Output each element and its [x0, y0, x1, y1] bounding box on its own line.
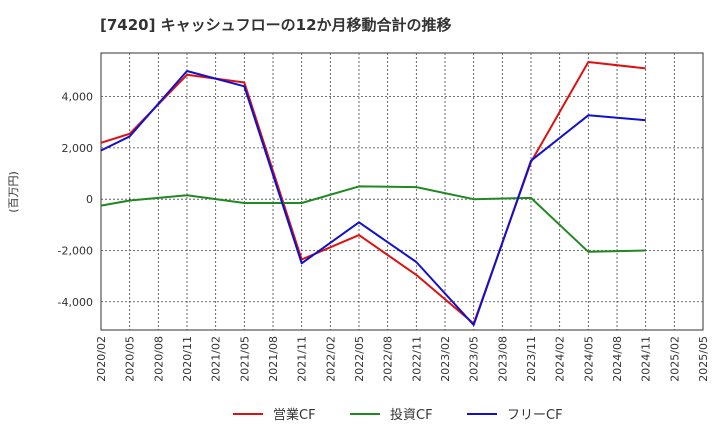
x-axis: 2020/02 2020/05 2020/08 2020/11 2021/02 2021/…	[95, 336, 710, 382]
y-axis: -4,000 -2,000 0 2,000 4,000	[58, 91, 93, 309]
legend-label-1: 営業CF	[273, 407, 316, 423]
x-tick-label: 2021/02	[210, 336, 223, 382]
x-tick-label: 2022/02	[324, 336, 337, 382]
plot-frame	[100, 52, 704, 331]
x-tick-label: 2020/02	[95, 336, 108, 382]
x-tick-label: 2020/05	[124, 336, 137, 382]
x-tick-label: 2020/11	[181, 336, 194, 382]
x-tick-label: 2022/11	[410, 336, 423, 382]
y-tick-label: -4,000	[58, 296, 93, 309]
x-tick-label: 2023/08	[496, 336, 509, 382]
legend-label-2: 投資CF	[390, 407, 433, 423]
y-tick-label: 4,000	[62, 91, 94, 104]
x-tick-label: 2024/08	[611, 336, 624, 382]
x-tick-label: 2022/08	[382, 336, 395, 382]
x-tick-label: 2022/05	[353, 336, 366, 382]
series-line-2	[100, 185, 646, 253]
x-tick-label: 2020/08	[152, 336, 165, 382]
x-tick-label: 2023/05	[468, 336, 481, 382]
series-line-1	[100, 61, 646, 325]
x-tick-label: 2023/02	[439, 336, 452, 382]
x-tick-label: 2021/08	[267, 336, 280, 382]
x-tick-label: 2025/02	[668, 336, 681, 382]
y-tick-label: 0	[86, 193, 93, 206]
x-tick-label: 2021/05	[238, 336, 251, 382]
x-tick-label: 2025/05	[697, 336, 710, 382]
y-tick-label: 2,000	[62, 142, 94, 155]
legend-label-3: フリーCF	[507, 408, 563, 423]
legend: 営業CF 投資CF フリーCF	[233, 407, 563, 423]
y-tick-label: -2,000	[58, 244, 93, 257]
series-line-3	[100, 70, 646, 326]
x-tick-label: 2021/11	[296, 336, 309, 382]
y-axis-label: (百万円)	[7, 171, 20, 213]
x-tick-label: 2024/02	[554, 336, 567, 382]
x-tick-label: 2023/11	[525, 336, 538, 382]
x-tick-label: 2024/05	[582, 336, 595, 382]
chart-title: [7420] キャッシュフローの12か月移動合計の推移	[100, 16, 452, 34]
series-lines	[100, 61, 646, 326]
x-tick-label: 2024/11	[640, 336, 653, 382]
grid-lines	[100, 52, 704, 331]
